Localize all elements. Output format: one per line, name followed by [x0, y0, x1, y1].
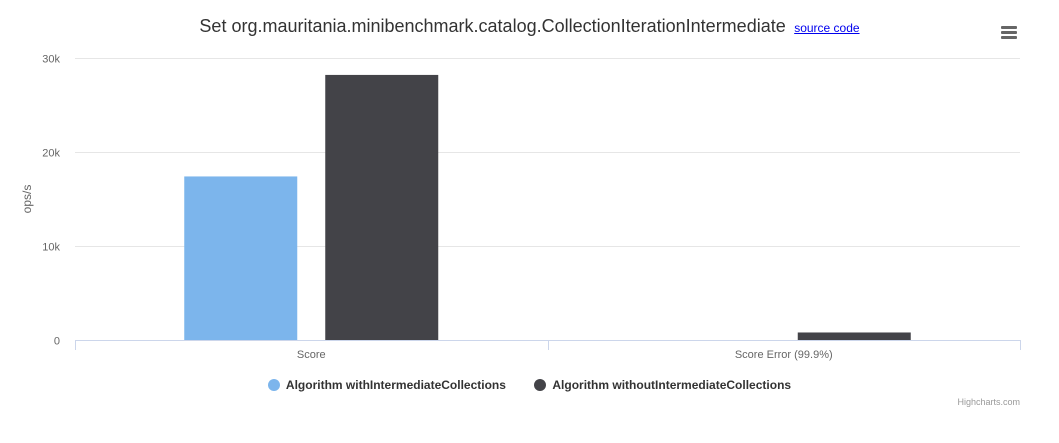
x-tick-label: Score [297, 349, 326, 361]
bar-2-1[interactable] [325, 74, 439, 341]
hamburger-menu-icon[interactable] [996, 22, 1022, 44]
bar-1-1[interactable] [184, 176, 298, 340]
x-tick-label: Score Error (99.9%) [735, 349, 833, 361]
legend-label-series-1: Algorithm withIntermediateCollections [285, 378, 506, 392]
legend-item-series-1[interactable]: Algorithm withIntermediateCollections [267, 378, 506, 392]
bars [184, 74, 911, 341]
bar-2-2[interactable] [797, 332, 911, 340]
legend: Algorithm withIntermediateCollections Al… [0, 376, 1059, 394]
axes [75, 340, 1021, 350]
y-tick-label: 20k [42, 148, 60, 160]
chart-title-bar: Set org.mauritania.minibenchmark.catalog… [0, 16, 1059, 37]
chart-title: Set org.mauritania.minibenchmark.catalog… [199, 16, 786, 36]
y-tick-label: 30k [42, 54, 60, 66]
source-code-link[interactable]: source code [794, 21, 860, 35]
legend-dot-series-1 [267, 379, 280, 391]
y-tick-label: 0 [54, 336, 60, 348]
legend-item-series-2[interactable]: Algorithm withoutIntermediateCollections [534, 378, 791, 392]
y-tick-label: 10k [42, 242, 60, 254]
legend-dot-series-2 [534, 379, 547, 391]
y-axis-title: ops/s [20, 185, 34, 214]
axis-labels: 0 10k 20k 30k Score Score Error (99.9%) ops/s [20, 54, 833, 362]
credits-link[interactable]: Highcharts.com [957, 397, 1020, 407]
legend-label-series-2: Algorithm withoutIntermediateCollections [552, 378, 792, 392]
